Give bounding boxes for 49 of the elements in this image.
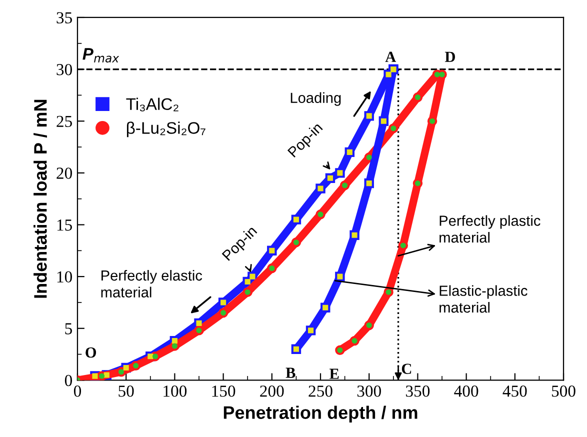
annotation: O xyxy=(86,347,96,358)
point xyxy=(267,263,277,274)
point xyxy=(218,308,228,318)
annotation: A xyxy=(385,52,396,62)
y-tick-label: 10 xyxy=(57,271,72,283)
x-axis-title: Penetration depth / nm xyxy=(224,406,418,423)
annotation: Perfectly plastic material xyxy=(440,215,540,243)
point xyxy=(320,302,330,313)
y-tick-label: 30 xyxy=(56,64,72,76)
y-tick-label: 15 xyxy=(57,220,72,231)
y-tick-label: 25 xyxy=(56,116,72,128)
y-axis-title: Indentation load P / mN xyxy=(34,100,48,298)
point xyxy=(412,92,423,102)
point xyxy=(291,238,302,248)
annotation: Perfectly elastic material xyxy=(101,270,202,298)
point xyxy=(306,326,316,336)
legend-label: Ti₃AlC₂ xyxy=(126,98,178,112)
ref-line-label: P$_{max}$ xyxy=(82,48,120,62)
x-tick-label: 500 xyxy=(552,386,576,397)
point xyxy=(291,214,302,224)
annotation: D xyxy=(444,52,455,62)
x-tick-label: 300 xyxy=(357,386,381,397)
x-tick-label: 200 xyxy=(260,386,284,397)
x-tick-label: 100 xyxy=(164,386,187,397)
point xyxy=(325,173,336,183)
x-tick-label: 350 xyxy=(406,386,430,397)
x-tick-label: 0 xyxy=(74,386,82,397)
annotation: E xyxy=(330,368,339,379)
point xyxy=(267,246,277,256)
annotation: Elastic-plastic material xyxy=(440,285,528,313)
x-tick-label: 50 xyxy=(118,386,134,397)
point xyxy=(364,178,374,188)
y-tick-label: 0 xyxy=(64,374,72,386)
ref-line-label: C xyxy=(402,364,412,374)
point xyxy=(116,367,126,377)
y-tick-label: 20 xyxy=(56,168,72,179)
legend-label: β-Lu₂Si₂O₇ xyxy=(126,122,206,138)
x-tick-label: 450 xyxy=(502,386,527,397)
point xyxy=(350,336,360,346)
annotation: Loading xyxy=(290,92,341,106)
x-tick-label: 400 xyxy=(454,386,478,397)
point xyxy=(378,116,389,126)
point xyxy=(344,147,355,158)
annotation: B xyxy=(286,368,296,378)
point xyxy=(291,344,302,354)
y-tick-label: 5 xyxy=(65,323,72,334)
x-tick-label: 250 xyxy=(308,386,332,397)
y-tick-label: 35 xyxy=(56,12,72,24)
x-tick-label: 150 xyxy=(212,386,236,397)
